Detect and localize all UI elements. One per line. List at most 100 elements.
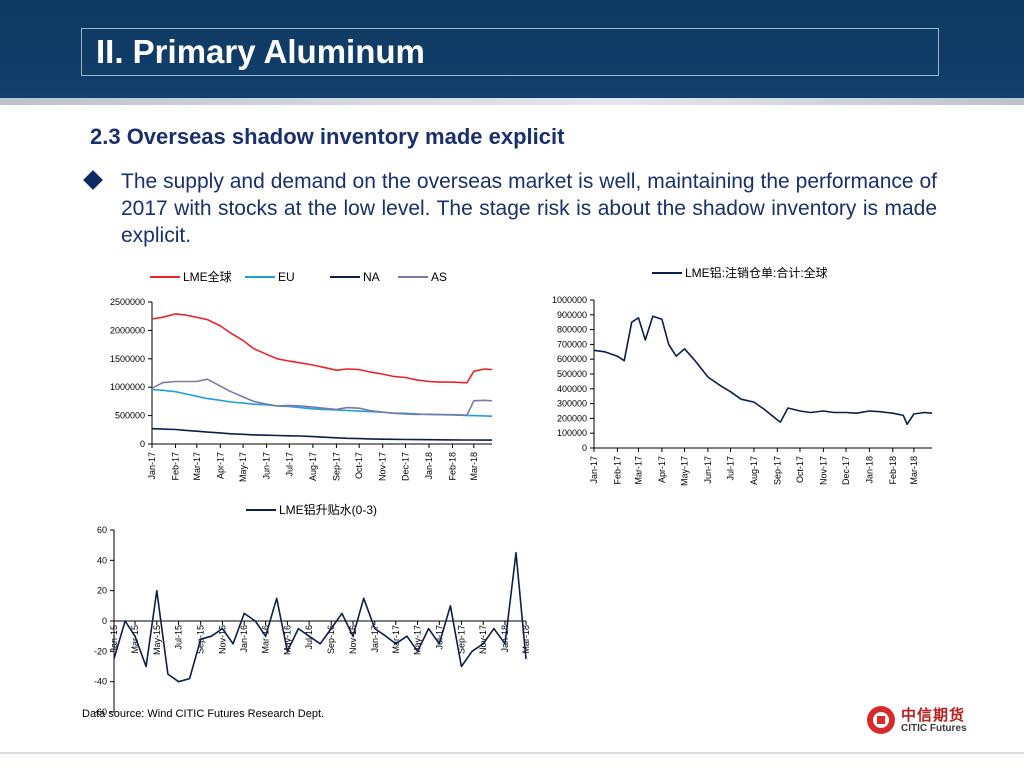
cancelled-warrants-chart: 0 100000 200000 300000 400000 500000 600000 700… [530, 258, 950, 498]
y-tick-label: 300000 [557, 399, 587, 409]
y-tick-label: 60 [97, 525, 107, 535]
x-tick-label: Nov-16 [348, 625, 358, 654]
y-tick-label: 700000 [557, 339, 587, 349]
x-tick-label: Jan-17 [370, 625, 380, 653]
x-tick-label: Nov-17 [378, 452, 388, 481]
x-tick-label: Jul-17 [726, 456, 736, 481]
x-tick-label: Aug-17 [308, 452, 318, 481]
x-tick-label: May-17 [413, 625, 423, 655]
x-tick-label: Sep-17 [331, 452, 341, 481]
x-tick-label: May-16 [282, 625, 292, 655]
y-tick-label: 40 [97, 555, 107, 565]
x-tick-label: Mar-15 [130, 625, 140, 654]
series-line [151, 427, 492, 441]
y-tick-label: -20 [94, 646, 107, 656]
chart-svg: -60 -40 -20 0 20 40 60 Jan-15 Mar-15 May-15 Jul-15… [94, 502, 531, 717]
premium-discount-chart: -60 -40 -20 0 20 40 60 Jan-15 Mar-15 May-15 Jul-15… [70, 500, 540, 720]
title-banner: II. Primary Aluminum [0, 0, 1024, 98]
data-source-note: Data source: Wind CITIC Futures Research… [82, 708, 325, 720]
banner-divider [0, 98, 1024, 105]
citic-logo: 中信期货 CITIC Futures [867, 704, 977, 736]
y-tick-label: 20 [97, 586, 107, 596]
x-tick-label: Apr-17 [215, 452, 225, 479]
y-tick-label: -40 [94, 677, 107, 687]
legend-label: AS [431, 270, 447, 284]
y-tick-label: 0 [582, 443, 587, 453]
x-tick-label: Nov-17 [818, 456, 828, 485]
x-tick-label: Feb-18 [448, 452, 458, 481]
x-tick-label: Sep-17 [772, 456, 782, 485]
title-frame: II. Primary Aluminum [81, 28, 939, 76]
section-heading: 2.3 Overseas shadow inventory made expli… [90, 124, 565, 149]
logo-en-text: CITIC Futures [901, 723, 967, 734]
legend-label: LME铝升贴水(0-3) [279, 502, 377, 517]
y-tick-label: 1000000 [110, 382, 145, 392]
x-tick-label: Nov-15 [217, 625, 227, 654]
y-tick-label: 2000000 [110, 325, 145, 335]
y-tick-label: 600000 [557, 354, 587, 364]
x-tick-label: Feb-17 [612, 456, 622, 485]
y-tick-label: 200000 [557, 413, 587, 423]
legend-label: NA [363, 270, 380, 284]
chart-svg: 0 100000 200000 300000 400000 500000 600000 700… [552, 265, 933, 486]
series-line [151, 313, 493, 384]
x-tick-label: Mar-17 [192, 452, 202, 481]
x-tick-label: Dec-17 [841, 456, 851, 485]
page-title: II. Primary Aluminum [96, 33, 425, 70]
x-tick-label: Jul-17 [434, 625, 444, 650]
series-line [593, 315, 933, 426]
citic-logo-icon [867, 706, 895, 734]
x-tick-label: Jun-17 [262, 452, 272, 480]
x-tick-label: Jan-15 [109, 625, 119, 653]
y-tick-label: 800000 [557, 325, 587, 335]
y-tick-label: 500000 [115, 411, 145, 421]
x-tick-label: Feb-17 [171, 452, 181, 481]
y-tick-label: -60 [94, 707, 107, 717]
y-tick-label: 900000 [557, 310, 587, 320]
x-tick-label: Oct-17 [795, 456, 805, 483]
series-line [151, 378, 493, 416]
x-tick-label: Apr-17 [657, 456, 667, 483]
series-line [113, 551, 527, 683]
y-tick-label: 100000 [557, 428, 587, 438]
series-line [151, 388, 493, 417]
x-tick-label: Sep-17 [456, 625, 466, 654]
y-tick-label: 0 [140, 439, 145, 449]
x-tick-label: Jan-18 [424, 452, 434, 480]
x-tick-label: May-15 [152, 625, 162, 655]
x-tick-label: Jan-17 [147, 452, 157, 480]
chart-svg: 0 500000 1000000 1500000 2000000 2500000 Jan-1… [110, 269, 493, 482]
y-tick-label: 2500000 [110, 297, 145, 307]
legend-label: LME铝:注销仓单:合计:全球 [685, 265, 828, 280]
y-tick-label: 0 [102, 616, 107, 626]
x-tick-label: Feb-18 [888, 456, 898, 485]
x-tick-label: Mar-16 [261, 625, 271, 654]
x-tick-label: Sep-16 [326, 625, 336, 654]
x-tick-label: Jun-17 [703, 456, 713, 484]
x-tick-label: Mar-18 [469, 452, 479, 481]
x-tick-label: Jan-16 [239, 625, 249, 653]
x-tick-label: Mar-18 [521, 625, 531, 654]
diamond-bullet-icon [83, 170, 103, 190]
y-tick-label: 1000000 [552, 295, 587, 305]
footer-rule [0, 752, 1024, 754]
legend-label: EU [278, 270, 295, 284]
x-tick-label: Jul-16 [304, 625, 314, 650]
logo-cn-text: 中信期货 [901, 706, 966, 724]
y-tick-label: 500000 [557, 369, 587, 379]
x-tick-label: Mar-17 [634, 456, 644, 485]
x-tick-label: Jan-18 [864, 456, 874, 484]
inventory-by-region-chart: 0 500000 1000000 1500000 2000000 2500000 Jan-1… [90, 258, 510, 498]
x-tick-label: May-17 [680, 456, 690, 486]
y-tick-label: 400000 [557, 384, 587, 394]
x-tick-label: Oct-17 [354, 452, 364, 479]
x-tick-label: Mar-18 [909, 456, 919, 485]
x-tick-label: Nov-17 [478, 625, 488, 654]
x-tick-label: Mar-17 [391, 625, 401, 654]
x-tick-label: Jul-17 [284, 452, 294, 477]
x-tick-label: Jan-17 [589, 456, 599, 484]
legend-label: LME全球 [183, 269, 232, 284]
y-tick-label: 1500000 [110, 354, 145, 364]
x-tick-label: May-17 [238, 452, 248, 482]
x-tick-label: Aug-17 [749, 456, 759, 485]
